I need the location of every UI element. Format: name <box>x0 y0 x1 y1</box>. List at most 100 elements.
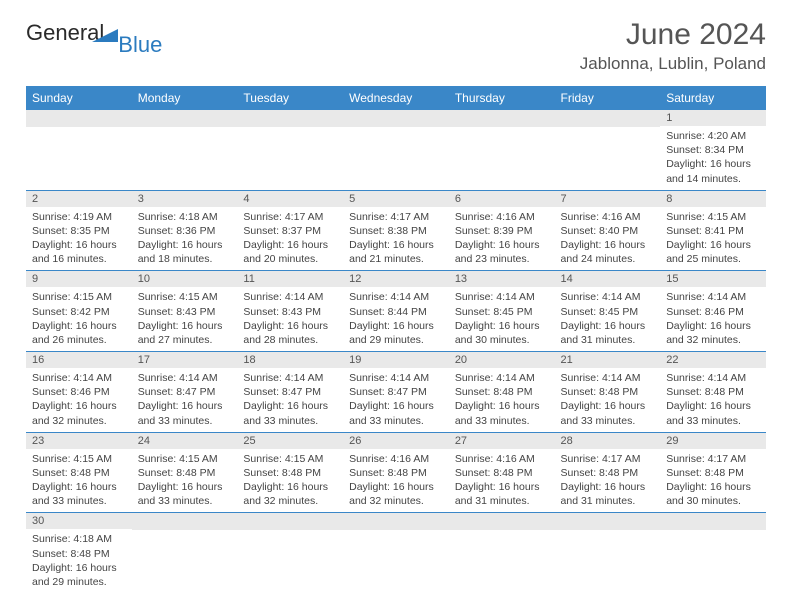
day-body: Sunrise: 4:15 AMSunset: 8:41 PMDaylight:… <box>660 207 766 271</box>
day-day1: Daylight: 16 hours <box>561 399 655 413</box>
day-number: 14 <box>555 271 661 287</box>
day-day2: and 33 minutes. <box>349 414 443 428</box>
day-number: 15 <box>660 271 766 287</box>
calendar-body: 1Sunrise: 4:20 AMSunset: 8:34 PMDaylight… <box>26 110 766 593</box>
day-number: 23 <box>26 433 132 449</box>
day-day1: Daylight: 16 hours <box>32 319 126 333</box>
day-day2: and 33 minutes. <box>138 494 232 508</box>
calendar-cell: 8Sunrise: 4:15 AMSunset: 8:41 PMDaylight… <box>660 190 766 271</box>
day-body: Sunrise: 4:19 AMSunset: 8:35 PMDaylight:… <box>26 207 132 271</box>
calendar-week-row: 2Sunrise: 4:19 AMSunset: 8:35 PMDaylight… <box>26 190 766 271</box>
day-sunset: Sunset: 8:48 PM <box>666 466 760 480</box>
day-day2: and 30 minutes. <box>666 494 760 508</box>
day-sunset: Sunset: 8:48 PM <box>561 385 655 399</box>
day-sunrise: Sunrise: 4:14 AM <box>666 371 760 385</box>
calendar-cell <box>343 513 449 593</box>
day-sunrise: Sunrise: 4:16 AM <box>455 452 549 466</box>
day-body: Sunrise: 4:17 AMSunset: 8:48 PMDaylight:… <box>555 449 661 513</box>
day-sunrise: Sunrise: 4:20 AM <box>666 129 760 143</box>
day-body: Sunrise: 4:17 AMSunset: 8:37 PMDaylight:… <box>237 207 343 271</box>
day-day2: and 16 minutes. <box>32 252 126 266</box>
day-day1: Daylight: 16 hours <box>243 319 337 333</box>
day-day2: and 33 minutes. <box>138 414 232 428</box>
day-number-empty <box>343 110 449 127</box>
calendar-cell <box>449 110 555 190</box>
day-body: Sunrise: 4:14 AMSunset: 8:46 PMDaylight:… <box>660 287 766 351</box>
day-number: 29 <box>660 433 766 449</box>
calendar-cell: 2Sunrise: 4:19 AMSunset: 8:35 PMDaylight… <box>26 190 132 271</box>
day-day1: Daylight: 16 hours <box>561 480 655 494</box>
day-header: Saturday <box>660 86 766 110</box>
calendar-cell <box>237 513 343 593</box>
calendar-cell: 9Sunrise: 4:15 AMSunset: 8:42 PMDaylight… <box>26 271 132 352</box>
day-body: Sunrise: 4:14 AMSunset: 8:48 PMDaylight:… <box>449 368 555 432</box>
day-body: Sunrise: 4:14 AMSunset: 8:48 PMDaylight:… <box>555 368 661 432</box>
day-day1: Daylight: 16 hours <box>561 319 655 333</box>
day-body: Sunrise: 4:14 AMSunset: 8:47 PMDaylight:… <box>132 368 238 432</box>
day-sunrise: Sunrise: 4:16 AM <box>349 452 443 466</box>
day-day1: Daylight: 16 hours <box>349 399 443 413</box>
calendar-cell: 17Sunrise: 4:14 AMSunset: 8:47 PMDayligh… <box>132 352 238 433</box>
day-sunrise: Sunrise: 4:16 AM <box>455 210 549 224</box>
day-header: Monday <box>132 86 238 110</box>
day-sunrise: Sunrise: 4:15 AM <box>138 290 232 304</box>
day-number: 8 <box>660 191 766 207</box>
day-day1: Daylight: 16 hours <box>243 238 337 252</box>
day-sunrise: Sunrise: 4:14 AM <box>455 290 549 304</box>
logo: General Blue <box>26 18 178 44</box>
calendar-cell: 21Sunrise: 4:14 AMSunset: 8:48 PMDayligh… <box>555 352 661 433</box>
day-day1: Daylight: 16 hours <box>349 238 443 252</box>
day-day2: and 18 minutes. <box>138 252 232 266</box>
day-number: 28 <box>555 433 661 449</box>
day-sunrise: Sunrise: 4:14 AM <box>561 290 655 304</box>
calendar-cell <box>555 110 661 190</box>
day-sunset: Sunset: 8:34 PM <box>666 143 760 157</box>
day-day1: Daylight: 16 hours <box>455 319 549 333</box>
day-body: Sunrise: 4:17 AMSunset: 8:38 PMDaylight:… <box>343 207 449 271</box>
day-number: 27 <box>449 433 555 449</box>
calendar-week-row: 16Sunrise: 4:14 AMSunset: 8:46 PMDayligh… <box>26 352 766 433</box>
day-day1: Daylight: 16 hours <box>666 480 760 494</box>
day-body: Sunrise: 4:16 AMSunset: 8:48 PMDaylight:… <box>343 449 449 513</box>
day-number: 25 <box>237 433 343 449</box>
day-day1: Daylight: 16 hours <box>455 399 549 413</box>
day-header: Tuesday <box>237 86 343 110</box>
day-sunrise: Sunrise: 4:14 AM <box>243 371 337 385</box>
day-body: Sunrise: 4:14 AMSunset: 8:47 PMDaylight:… <box>237 368 343 432</box>
title-block: June 2024 Jablonna, Lublin, Poland <box>580 18 766 74</box>
calendar-cell: 18Sunrise: 4:14 AMSunset: 8:47 PMDayligh… <box>237 352 343 433</box>
day-day2: and 29 minutes. <box>32 575 126 589</box>
day-sunrise: Sunrise: 4:15 AM <box>32 290 126 304</box>
calendar-cell: 3Sunrise: 4:18 AMSunset: 8:36 PMDaylight… <box>132 190 238 271</box>
calendar-header-row: SundayMondayTuesdayWednesdayThursdayFrid… <box>26 86 766 110</box>
calendar-cell: 19Sunrise: 4:14 AMSunset: 8:47 PMDayligh… <box>343 352 449 433</box>
day-sunset: Sunset: 8:46 PM <box>666 305 760 319</box>
day-sunrise: Sunrise: 4:14 AM <box>349 290 443 304</box>
day-number-empty <box>449 513 555 530</box>
day-sunset: Sunset: 8:48 PM <box>32 547 126 561</box>
day-day1: Daylight: 16 hours <box>243 399 337 413</box>
day-number-empty <box>132 513 238 530</box>
day-number: 16 <box>26 352 132 368</box>
day-number: 11 <box>237 271 343 287</box>
day-day1: Daylight: 16 hours <box>138 319 232 333</box>
day-number: 22 <box>660 352 766 368</box>
calendar-week-row: 1Sunrise: 4:20 AMSunset: 8:34 PMDaylight… <box>26 110 766 190</box>
day-number-empty <box>343 513 449 530</box>
day-number-empty <box>132 110 238 127</box>
day-number: 24 <box>132 433 238 449</box>
day-day2: and 33 minutes. <box>32 494 126 508</box>
day-sunset: Sunset: 8:44 PM <box>349 305 443 319</box>
day-header: Thursday <box>449 86 555 110</box>
day-day2: and 24 minutes. <box>561 252 655 266</box>
calendar-cell <box>449 513 555 593</box>
day-number: 17 <box>132 352 238 368</box>
day-day1: Daylight: 16 hours <box>455 238 549 252</box>
day-day2: and 14 minutes. <box>666 172 760 186</box>
day-day1: Daylight: 16 hours <box>666 399 760 413</box>
day-number: 19 <box>343 352 449 368</box>
day-sunrise: Sunrise: 4:17 AM <box>243 210 337 224</box>
calendar-cell <box>343 110 449 190</box>
day-day1: Daylight: 16 hours <box>243 480 337 494</box>
day-number-empty <box>237 110 343 127</box>
